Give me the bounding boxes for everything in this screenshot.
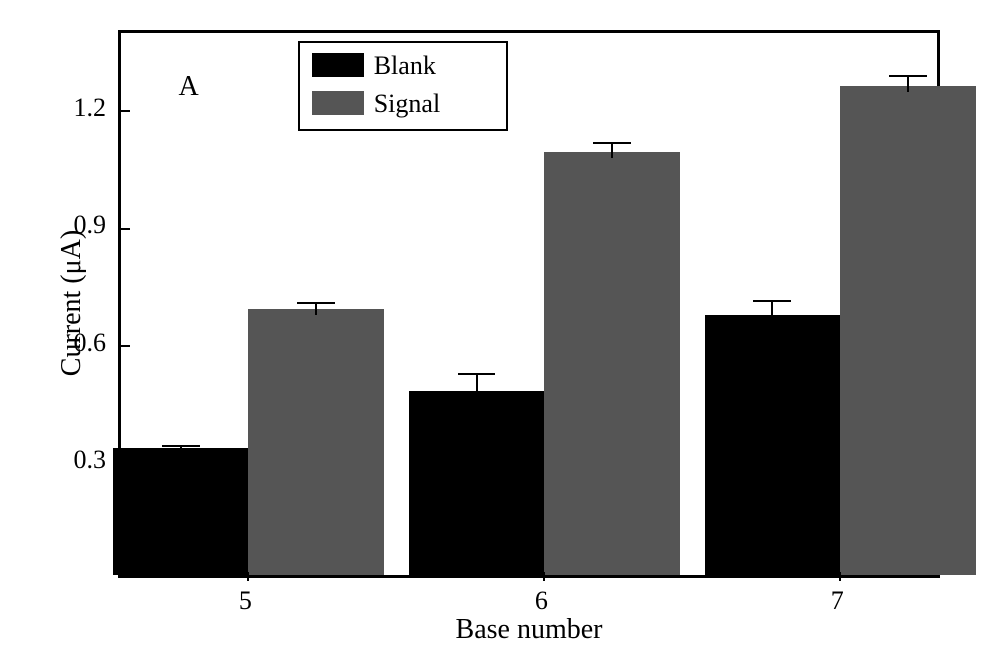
ytick-label: 0.3 [48, 445, 106, 475]
errorbar-stem [611, 143, 613, 159]
legend-label-signal: Signal [374, 89, 440, 119]
bar-signal-7 [840, 86, 976, 575]
errorbar-stem [476, 374, 478, 397]
xtick-mark [247, 572, 249, 581]
legend-label-blank: Blank [374, 51, 436, 81]
xtick-mark [543, 572, 545, 581]
x-axis-label: Base number [118, 614, 940, 646]
bar-blank-7 [705, 315, 841, 575]
errorbar-cap [753, 300, 791, 302]
ytick-label: 1.2 [48, 93, 106, 123]
chart-stage: ABlankSignal0.30.60.91.2567Base numberCu… [0, 0, 1000, 659]
errorbar-cap [889, 75, 927, 77]
legend-swatch-blank [312, 53, 364, 77]
panel-label: A [179, 71, 199, 103]
bar-signal-5 [248, 309, 384, 575]
ytick-mark [121, 228, 130, 230]
xtick-mark [839, 572, 841, 581]
bar-signal-6 [544, 152, 680, 575]
bar-blank-5 [113, 448, 249, 575]
xtick-label: 6 [511, 586, 571, 616]
xtick-label: 7 [807, 586, 867, 616]
bar-blank-6 [409, 391, 545, 575]
plot-frame: A Blank Signal [118, 30, 940, 578]
errorbar-cap [458, 373, 496, 375]
errorbar-stem [180, 446, 182, 454]
y-axis-label: Current (μA) [56, 203, 88, 403]
errorbar-stem [771, 301, 773, 321]
ytick-mark [121, 463, 130, 465]
legend-swatch-signal [312, 91, 364, 115]
ytick-mark [121, 345, 130, 347]
xtick-label: 5 [215, 586, 275, 616]
errorbar-cap [593, 142, 631, 144]
legend: Blank Signal [298, 41, 508, 131]
errorbar-stem [907, 76, 909, 92]
errorbar-stem [315, 303, 317, 315]
ytick-mark [121, 110, 130, 112]
errorbar-cap [297, 302, 335, 304]
errorbar-cap [162, 445, 200, 447]
